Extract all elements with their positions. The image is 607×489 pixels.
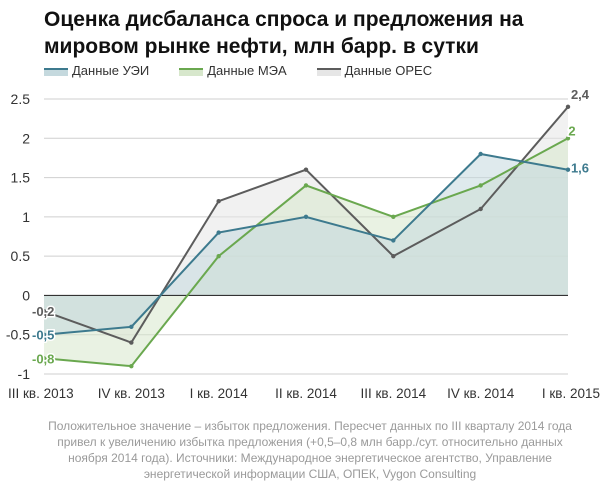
legend-label-opec: Данные OPEC — [344, 63, 433, 78]
x-tick-label: I кв. 2014 — [190, 386, 249, 401]
x-tick-label: IV кв. 2013 — [98, 386, 165, 401]
data-point — [303, 183, 309, 188]
chart-plot: -1 -0.5 0 0.5 1 1.5 2 2.5 III кв. 2013 IV кв. 201… — [6, 85, 600, 401]
legend-item-iea[interactable]: Данные МЭА — [179, 63, 287, 78]
y-tick-label: 2.5 — [11, 91, 31, 107]
data-point — [41, 356, 47, 361]
data-point — [391, 214, 396, 220]
data-point — [478, 183, 483, 188]
x-tick-label: III кв. 2014 — [361, 386, 427, 401]
legend-label-eia: Данные УЭИ — [72, 63, 150, 78]
y-tick-label: 0.5 — [11, 248, 31, 264]
data-point — [478, 206, 483, 212]
data-point — [41, 308, 47, 314]
footnote: Положительное значение – избыток предлож… — [48, 419, 572, 481]
legend: Данные УЭИ Данные МЭА Данные OPEC — [44, 63, 462, 78]
data-point — [129, 363, 134, 369]
data-point — [41, 332, 47, 337]
legend-item-eia[interactable]: Данные УЭИ — [44, 63, 149, 78]
chart-title: Оценка дисбаланса спроса и предложения н… — [44, 8, 524, 58]
x-tick-label: IV кв. 2014 — [447, 386, 515, 401]
y-tick-label: -1 — [18, 366, 31, 382]
y-tick-label: -0.5 — [6, 327, 30, 343]
area-0 — [44, 154, 568, 335]
y-tick-label: 0 — [22, 287, 30, 303]
legend-swatch-opec — [316, 67, 341, 76]
legend-swatch-iea — [179, 67, 204, 76]
legend-item-opec[interactable]: Данные OPEC — [316, 63, 433, 78]
data-label-first: -0,5 — [32, 328, 54, 343]
data-point — [303, 167, 309, 172]
data-point — [565, 104, 571, 110]
data-point — [478, 151, 483, 157]
data-label-first: -0,2 — [32, 304, 54, 319]
data-point — [565, 167, 571, 172]
data-label-last: 2,4 — [571, 87, 590, 102]
legend-label-iea: Данные МЭА — [207, 63, 287, 78]
data-point — [216, 253, 221, 259]
data-label-last: 2 — [568, 123, 575, 138]
x-tick-label: I кв. 2015 — [542, 386, 600, 401]
x-tick-label: III кв. 2013 — [8, 386, 74, 401]
data-label-first: -0,8 — [32, 351, 54, 366]
data-point — [216, 198, 221, 204]
data-point — [216, 230, 221, 235]
data-point — [129, 324, 134, 330]
data-point — [391, 238, 396, 243]
y-tick-label: 1 — [22, 209, 30, 225]
data-point — [391, 253, 396, 259]
x-tick-label: II кв. 2014 — [275, 386, 337, 401]
data-label-last: 1,6 — [571, 161, 589, 176]
data-point — [129, 340, 134, 345]
y-tick-label: 2 — [22, 130, 30, 146]
y-tick-label: 1.5 — [11, 170, 31, 186]
legend-swatch-eia — [44, 67, 68, 76]
data-point — [303, 214, 309, 220]
data-point — [565, 136, 571, 141]
